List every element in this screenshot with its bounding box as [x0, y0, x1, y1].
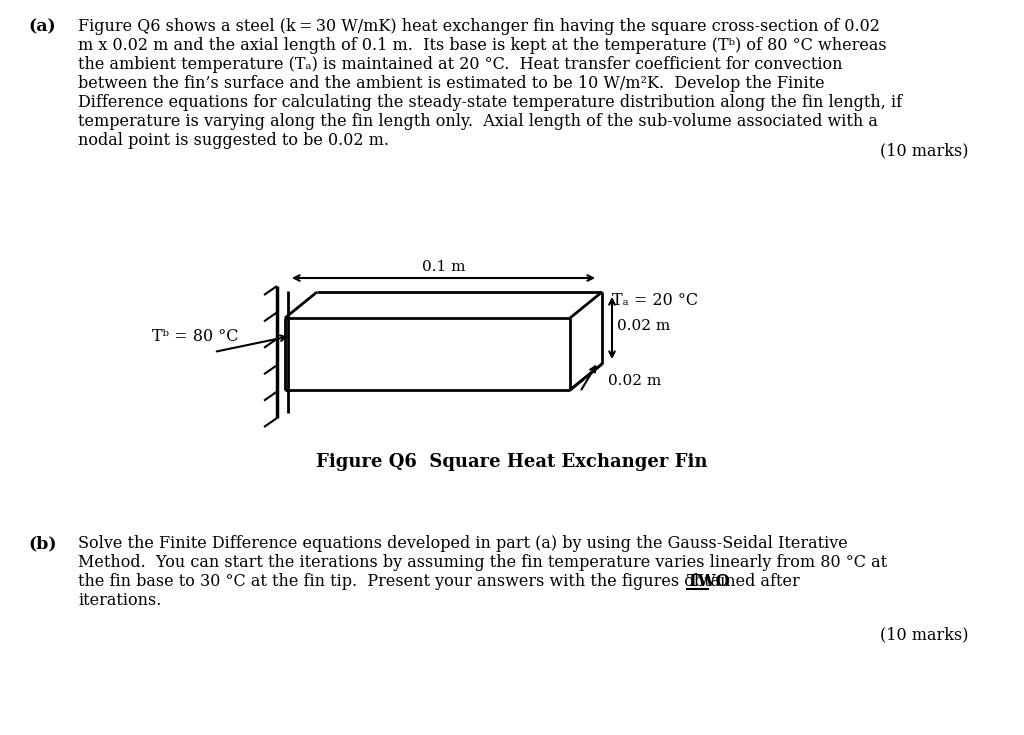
Text: iterations.: iterations. [78, 592, 162, 609]
Text: (10 marks): (10 marks) [880, 626, 968, 643]
Text: TWO: TWO [687, 573, 731, 590]
Text: Tᵇ = 80 °C: Tᵇ = 80 °C [152, 328, 239, 345]
Text: the fin base to 30 °C at the fin tip.  Present your answers with the figures obt: the fin base to 30 °C at the fin tip. Pr… [78, 573, 805, 590]
Text: the ambient temperature (Tₐ) is maintained at 20 °C.  Heat transfer coefficient : the ambient temperature (Tₐ) is maintain… [78, 56, 843, 73]
Text: Difference equations for calculating the steady-state temperature distribution a: Difference equations for calculating the… [78, 94, 902, 111]
Text: temperature is varying along the fin length only.  Axial length of the sub-volum: temperature is varying along the fin len… [78, 113, 878, 130]
Text: 0.02 m: 0.02 m [608, 374, 662, 388]
Text: (a): (a) [28, 18, 55, 35]
Text: Figure Q6 shows a steel (k = 30 W/mK) heat exchanger fin having the square cross: Figure Q6 shows a steel (k = 30 W/mK) he… [78, 18, 880, 35]
Text: (10 marks): (10 marks) [880, 142, 968, 159]
Text: between the fin’s surface and the ambient is estimated to be 10 W/m²K.  Develop : between the fin’s surface and the ambien… [78, 75, 824, 92]
Text: m x 0.02 m and the axial length of 0.1 m.  Its base is kept at the temperature (: m x 0.02 m and the axial length of 0.1 m… [78, 37, 887, 54]
Text: Figure Q6  Square Heat Exchanger Fin: Figure Q6 Square Heat Exchanger Fin [316, 453, 708, 471]
Text: 0.1 m: 0.1 m [422, 260, 465, 274]
Text: Method.  You can start the iterations by assuming the fin temperature varies lin: Method. You can start the iterations by … [78, 554, 887, 571]
Text: 0.02 m: 0.02 m [617, 319, 671, 333]
Text: Solve the Finite Difference equations developed in part (a) by using the Gauss-S: Solve the Finite Difference equations de… [78, 535, 848, 552]
Text: Tₐ = 20 °C: Tₐ = 20 °C [612, 292, 698, 309]
Text: (b): (b) [28, 535, 56, 552]
Text: nodal point is suggested to be 0.02 m.: nodal point is suggested to be 0.02 m. [78, 132, 389, 149]
